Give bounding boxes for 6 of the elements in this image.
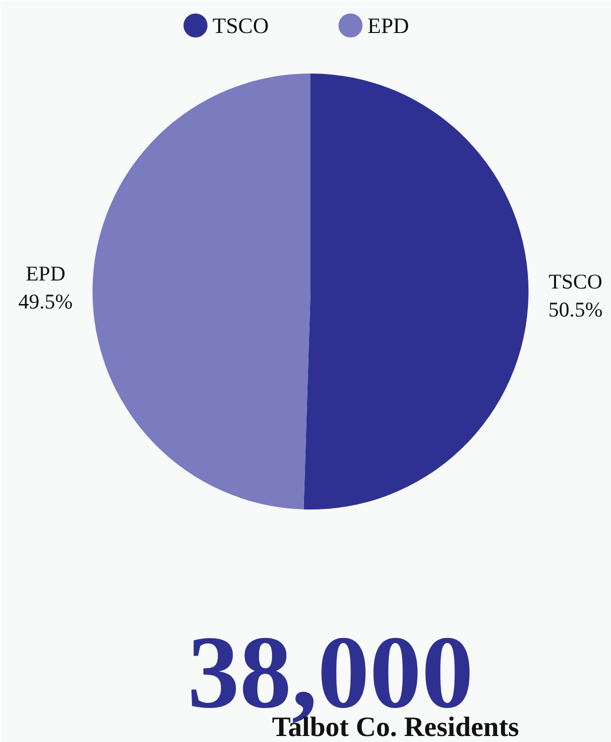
legend-label: TSCO xyxy=(212,13,269,38)
slice-label: EPD xyxy=(26,261,66,286)
data-label: 50.5% xyxy=(548,298,603,322)
legend-label: EPD xyxy=(368,13,410,38)
slice-label: TSCO xyxy=(548,270,602,294)
data-label: 49.5% xyxy=(18,289,73,314)
